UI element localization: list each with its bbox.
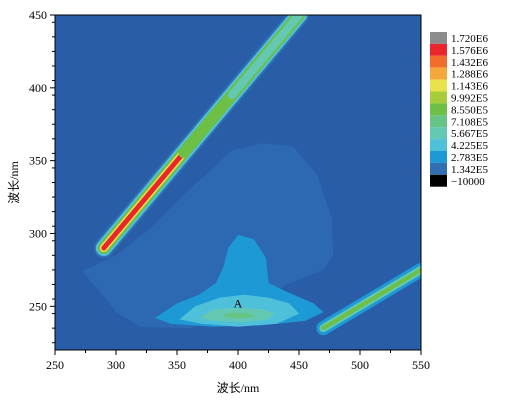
x-tick-label: 400 [229,358,247,372]
x-tick-label: 350 [168,358,186,372]
legend-label: 2.783E5 [451,152,488,164]
legend-label: 1.720E6 [451,33,488,45]
legend-swatch [430,103,447,116]
legend-swatch [430,151,447,163]
legend-swatch [430,139,447,151]
legend-swatch [430,91,447,104]
y-tick-label: 400 [29,81,47,95]
legend-swatch [430,115,447,128]
legend-swatch [430,162,447,175]
legend-swatch [430,127,447,140]
x-tick-label: 500 [351,358,369,372]
legend-swatch [430,32,447,44]
legend-label: 7.108E5 [451,116,488,128]
contour-layer [81,143,334,329]
legend-label: 1.432E6 [451,57,488,69]
y-tick-label: 350 [29,154,47,168]
y-tick-label: 250 [29,299,47,313]
x-tick-label: 450 [290,358,308,372]
y-axis-title: 波长/nm [7,161,21,204]
x-axis-title: 波长/nm [217,381,260,395]
x-axis: 250 300 350 400 450 500 550 [46,350,430,372]
y-axis: 250 300 350 400 450 [29,8,55,344]
legend-label: 1.342E5 [451,164,488,176]
x-tick-label: 300 [107,358,125,372]
scatter-band-upper-tip [227,15,303,100]
contour-level-0 [81,143,334,329]
legend-label: 5.667E5 [451,128,488,140]
scatter-band-lower-layer-2 [321,267,421,331]
legend-swatch [430,43,447,56]
legend-label: 9.992E5 [451,92,488,104]
x-tick-label: 550 [412,358,430,372]
peak-label: A [234,296,243,310]
legend-label: 1.143E6 [451,81,488,93]
y-tick-label: 450 [29,8,47,22]
legend-label: 1.576E6 [451,45,488,57]
legend-label: 1.288E6 [451,69,488,81]
legend-swatch [430,79,447,92]
legend-swatch [430,174,447,187]
legend-swatch [430,67,447,80]
scatter-band-layer [93,15,421,336]
legend-swatch [430,55,447,68]
color-legend: 1.720E61.576E61.432E61.288E61.143E69.992… [430,32,488,188]
annotation-layer: A [234,296,243,310]
y-tick-label: 300 [29,226,47,240]
legend-label: 4.225E5 [451,140,488,152]
x-tick-label: 250 [46,358,64,372]
legend-label: 8.550E5 [451,104,488,116]
contour-level-4 [222,312,257,319]
legend-label: −10000 [451,176,485,188]
